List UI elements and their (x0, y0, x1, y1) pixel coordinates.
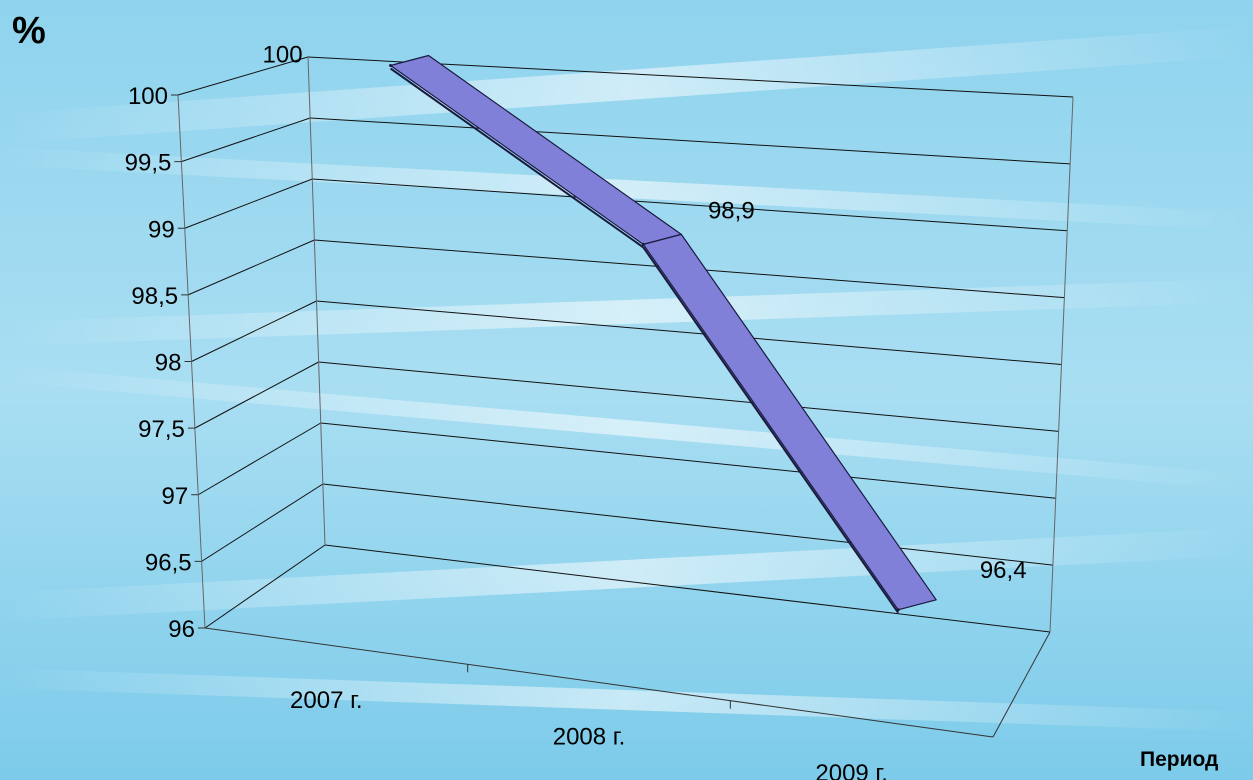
y-tick-labels: 96 96,5 97 97,5 98 98,5 99 99,5 100 (125, 83, 205, 643)
y-tick-label: 99 (148, 216, 175, 243)
gridline-back (322, 483, 1053, 566)
gridline-side (181, 117, 311, 163)
y-tick-label: 100 (128, 83, 168, 110)
x-tick-label: 2009 г. (815, 760, 888, 780)
y-tick-label: 96,5 (145, 549, 192, 576)
wave-streak (0, 278, 1253, 346)
gridline-back (310, 117, 1071, 165)
gridline-side (201, 483, 324, 562)
wave-streak (0, 668, 1253, 732)
gridline-back (324, 544, 1051, 633)
gridline-back (318, 361, 1059, 432)
y-tick-label: 97,5 (138, 416, 185, 443)
wave-streak (1, 26, 1253, 144)
wave-streak (0, 365, 1251, 491)
floor-right-edge (992, 631, 1051, 738)
gridline-side (187, 239, 315, 296)
series-ribbon (389, 54, 937, 614)
gridline-side (197, 422, 322, 496)
data-label: 96,4 (980, 557, 1027, 584)
data-point (641, 242, 645, 246)
y-tick-label: 98 (155, 350, 182, 377)
y-tick-label: 99,5 (125, 150, 172, 177)
ribbon-edge (389, 67, 644, 249)
back-left-edge (307, 56, 326, 546)
ribbon-segment (642, 233, 937, 611)
x-tick-label: 2008 г. (553, 724, 626, 751)
y-tick-label: 97 (162, 483, 189, 510)
x-tick-label: 2007 г. (290, 687, 363, 714)
y-tick-label: 96 (168, 616, 195, 643)
wave-streak (0, 527, 1253, 621)
background-waves (0, 26, 1253, 732)
gridline-back (320, 422, 1056, 499)
x-tick-labels: 2007 г. 2008 г. 2009 г. (290, 664, 888, 780)
ribbon-edge (642, 246, 900, 614)
data-point (896, 608, 900, 612)
x-axis-label: Период (1140, 748, 1219, 771)
gridline-back (312, 178, 1068, 232)
data-label: 100 (263, 42, 303, 69)
data-label: 98,9 (708, 197, 755, 224)
back-right-edge (1049, 96, 1074, 633)
gridline-side (204, 544, 326, 629)
wave-streak (0, 147, 1253, 231)
gridline-side (191, 300, 317, 362)
data-point (389, 64, 393, 67)
gridline-side (194, 361, 319, 429)
gridline-side (184, 178, 313, 229)
data-labels: 100 98,9 96,4 (263, 42, 1027, 584)
y-tick-label: 98,5 (131, 283, 178, 310)
gridline-side (177, 56, 309, 96)
x-axis-line (204, 627, 994, 738)
gridline-back (316, 300, 1062, 365)
y-axis-label: % (12, 10, 46, 52)
